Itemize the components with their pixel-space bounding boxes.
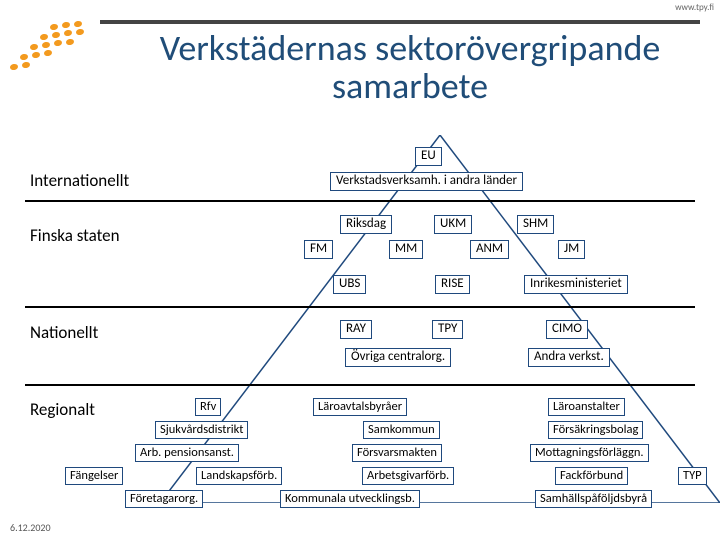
node-typ: TYP: [678, 467, 707, 485]
node-ubs: UBS: [333, 275, 366, 294]
node-landskapsforb: Landskapsförb.: [196, 467, 282, 485]
node-ray: RAY: [340, 320, 372, 339]
node-shm: SHM: [517, 215, 554, 234]
node-fangelser: Fängelser: [65, 467, 123, 485]
node-rise: RISE: [435, 275, 470, 294]
label-internationellt: Internationellt: [30, 170, 129, 191]
node-andra-verkst: Andra verkst.: [528, 348, 610, 367]
node-ovriga-central: Övriga centralorg.: [345, 348, 451, 367]
node-riksdag: Riksdag: [340, 215, 392, 234]
page-title: Verkstädernas sektorövergripande samarbe…: [110, 30, 710, 106]
node-arbetsgivarforb: Arbetsgivarförb.: [362, 467, 454, 485]
node-anm: ANM: [470, 240, 509, 259]
node-foretag: Företagarorg.: [125, 490, 203, 508]
node-fm: FM: [304, 240, 333, 259]
node-rfv: Rfv: [195, 398, 221, 416]
slide-root: www.tpy.fi Verkstädernas sektorövergripa…: [0, 0, 720, 540]
node-samhallspaf: Samhällspåföljdsbyrå: [535, 490, 652, 508]
node-laroavtal: Läroavtalsbyråer: [313, 398, 407, 416]
node-inrikes: Inrikesministeriet: [524, 275, 628, 294]
node-jm: JM: [558, 240, 585, 259]
top-rule: [100, 20, 700, 24]
rule-3: [25, 384, 695, 386]
node-sjukvard: Sjukvårdsdistrikt: [155, 421, 248, 439]
node-forsvars: Försvarsmakten: [352, 444, 442, 462]
node-mottag: Mottagningsförläggn.: [530, 444, 649, 462]
url-badge: www.tpy.fi: [675, 2, 714, 13]
node-arb-pension: Arb. pensionsanst.: [135, 444, 239, 462]
rule-2: [25, 306, 695, 308]
node-eu: EU: [415, 147, 442, 166]
node-samkommun: Samkommun: [363, 421, 440, 439]
node-mm: MM: [389, 240, 423, 259]
rule-1: [25, 200, 695, 202]
node-verkstad-andra: Verkstadsverksamh. i andra länder: [330, 172, 523, 191]
node-kommunala: Kommunala utvecklingsb.: [280, 490, 420, 508]
node-fackforbund: Fackförbund: [555, 467, 628, 485]
label-nationellt: Nationellt: [30, 322, 98, 343]
slide-date: 6.12.2020: [10, 521, 51, 534]
label-finska-staten: Finska staten: [30, 225, 120, 246]
node-forsakring: Försäkringsbolag: [548, 421, 643, 439]
node-laroanstalter: Läroanstalter: [548, 398, 625, 416]
node-tpy: TPY: [432, 320, 463, 339]
node-cimo: CIMO: [546, 320, 588, 339]
node-ukm: UKM: [434, 215, 472, 234]
label-regionalt: Regionalt: [30, 399, 95, 420]
logo: [10, 22, 95, 77]
